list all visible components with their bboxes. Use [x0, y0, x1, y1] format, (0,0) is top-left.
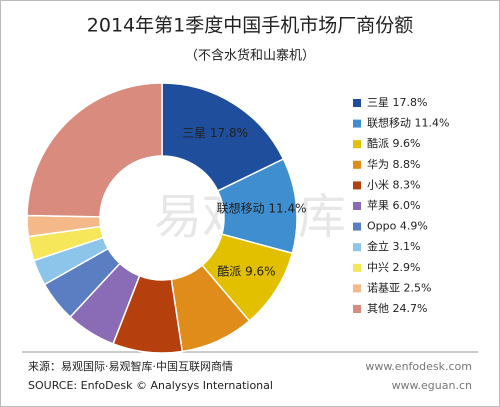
legend-label: 酷派 9.6% — [367, 137, 420, 150]
slice-label: 联想移动 11.4% — [217, 200, 307, 215]
legend-swatch — [353, 305, 361, 313]
legend-label: 联想移动 11.4% — [367, 116, 449, 130]
slice-label-name: 三星 — [182, 126, 206, 140]
legend-value: 11.4% — [415, 117, 450, 130]
legend-label: 华为 8.8% — [367, 157, 420, 171]
legend-label: 中兴 2.9% — [367, 261, 420, 274]
legend-swatch — [353, 243, 361, 252]
legend-label: 诺基亚 2.5% — [367, 281, 431, 294]
legend-name: 酷派 — [367, 137, 389, 150]
slice-label-value: 11.4% — [268, 201, 306, 215]
legend-value: 8.3% — [393, 178, 421, 191]
legend-value: 8.8% — [393, 158, 421, 171]
legend-value: 6.0% — [393, 199, 421, 212]
legend-label: 三星 17.8% — [367, 96, 427, 109]
slice-label-name: 联想移动 — [217, 200, 265, 215]
legend-name: 诺基亚 — [367, 281, 400, 294]
legend-swatch — [353, 263, 361, 272]
legend-swatch — [353, 140, 361, 149]
slice — [161, 82, 285, 192]
legend-swatch — [353, 222, 361, 231]
legend-value: 2.5% — [404, 281, 432, 294]
slice — [26, 82, 163, 218]
legend-name: 苹果 — [367, 198, 389, 212]
slice-label-name: 酷派 — [217, 264, 241, 278]
url: www.enfodesk.com — [365, 360, 472, 373]
legend-swatch — [353, 119, 361, 128]
legend-name: Oppo — [367, 220, 397, 233]
slice-label-value: 17.8% — [210, 126, 248, 140]
legend-name: 小米 — [367, 178, 389, 191]
legend-value: 4.9% — [400, 220, 428, 233]
url: www.eguan.cn — [392, 379, 472, 392]
legend-swatch — [353, 181, 361, 190]
chart-title: 2014年第1季度中国手机市场厂商份额 — [87, 15, 413, 37]
legend-value: 2.9% — [393, 261, 421, 274]
legend-value: 24.7% — [393, 302, 428, 315]
legend-name: 金立 — [367, 239, 389, 253]
legend-value: 3.1% — [393, 240, 421, 253]
legend-label: 小米 8.3% — [367, 178, 420, 191]
legend-name: 三星 — [367, 96, 389, 109]
legend-label: 苹果 6.0% — [367, 198, 420, 212]
legend-swatch — [353, 99, 361, 107]
legend-swatch — [353, 284, 361, 293]
legend-name: 华为 — [367, 157, 389, 171]
legend-name: 其他 — [367, 302, 389, 315]
legend-name: 中兴 — [367, 261, 389, 274]
legend-label: 其他 24.7% — [367, 302, 427, 315]
slice-label: 三星 17.8% — [182, 126, 248, 140]
slice-label: 酷派 9.6% — [217, 264, 275, 278]
legend-value: 9.6% — [393, 137, 421, 150]
source-cn: 来源：易观国际·易观智库·中国互联网商情 — [28, 359, 233, 373]
legend-name: 联想移动 — [367, 116, 411, 130]
legend-value: 17.8% — [393, 96, 428, 109]
source-en: SOURCE: EnfoDesk © Analysys Internationa… — [28, 379, 273, 392]
slice-label-value: 9.6% — [245, 264, 276, 278]
legend-label: Oppo 4.9% — [367, 220, 428, 233]
donut — [26, 82, 298, 354]
legend-label: 金立 3.1% — [367, 239, 420, 253]
legend-swatch — [353, 160, 361, 169]
chart-subtitle: （不含水货和山寨机） — [185, 48, 315, 64]
legend-swatch — [353, 202, 361, 210]
